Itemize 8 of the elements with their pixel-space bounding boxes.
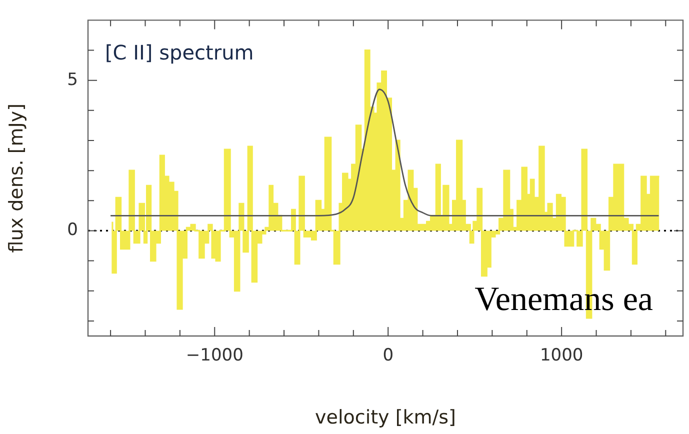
x-tick-label: 1000 — [540, 346, 584, 366]
text: [C II] spectrum — [105, 40, 254, 64]
y-tick-label: 5 — [67, 70, 78, 90]
x-tick-label: 0 — [382, 346, 394, 366]
y-axis-title: flux dens. [mJy] — [5, 103, 28, 253]
line-series — [110, 88, 660, 216]
x-axis-title: velocity [km/s] — [315, 406, 456, 429]
x-tick-label: −1000 — [186, 346, 244, 366]
